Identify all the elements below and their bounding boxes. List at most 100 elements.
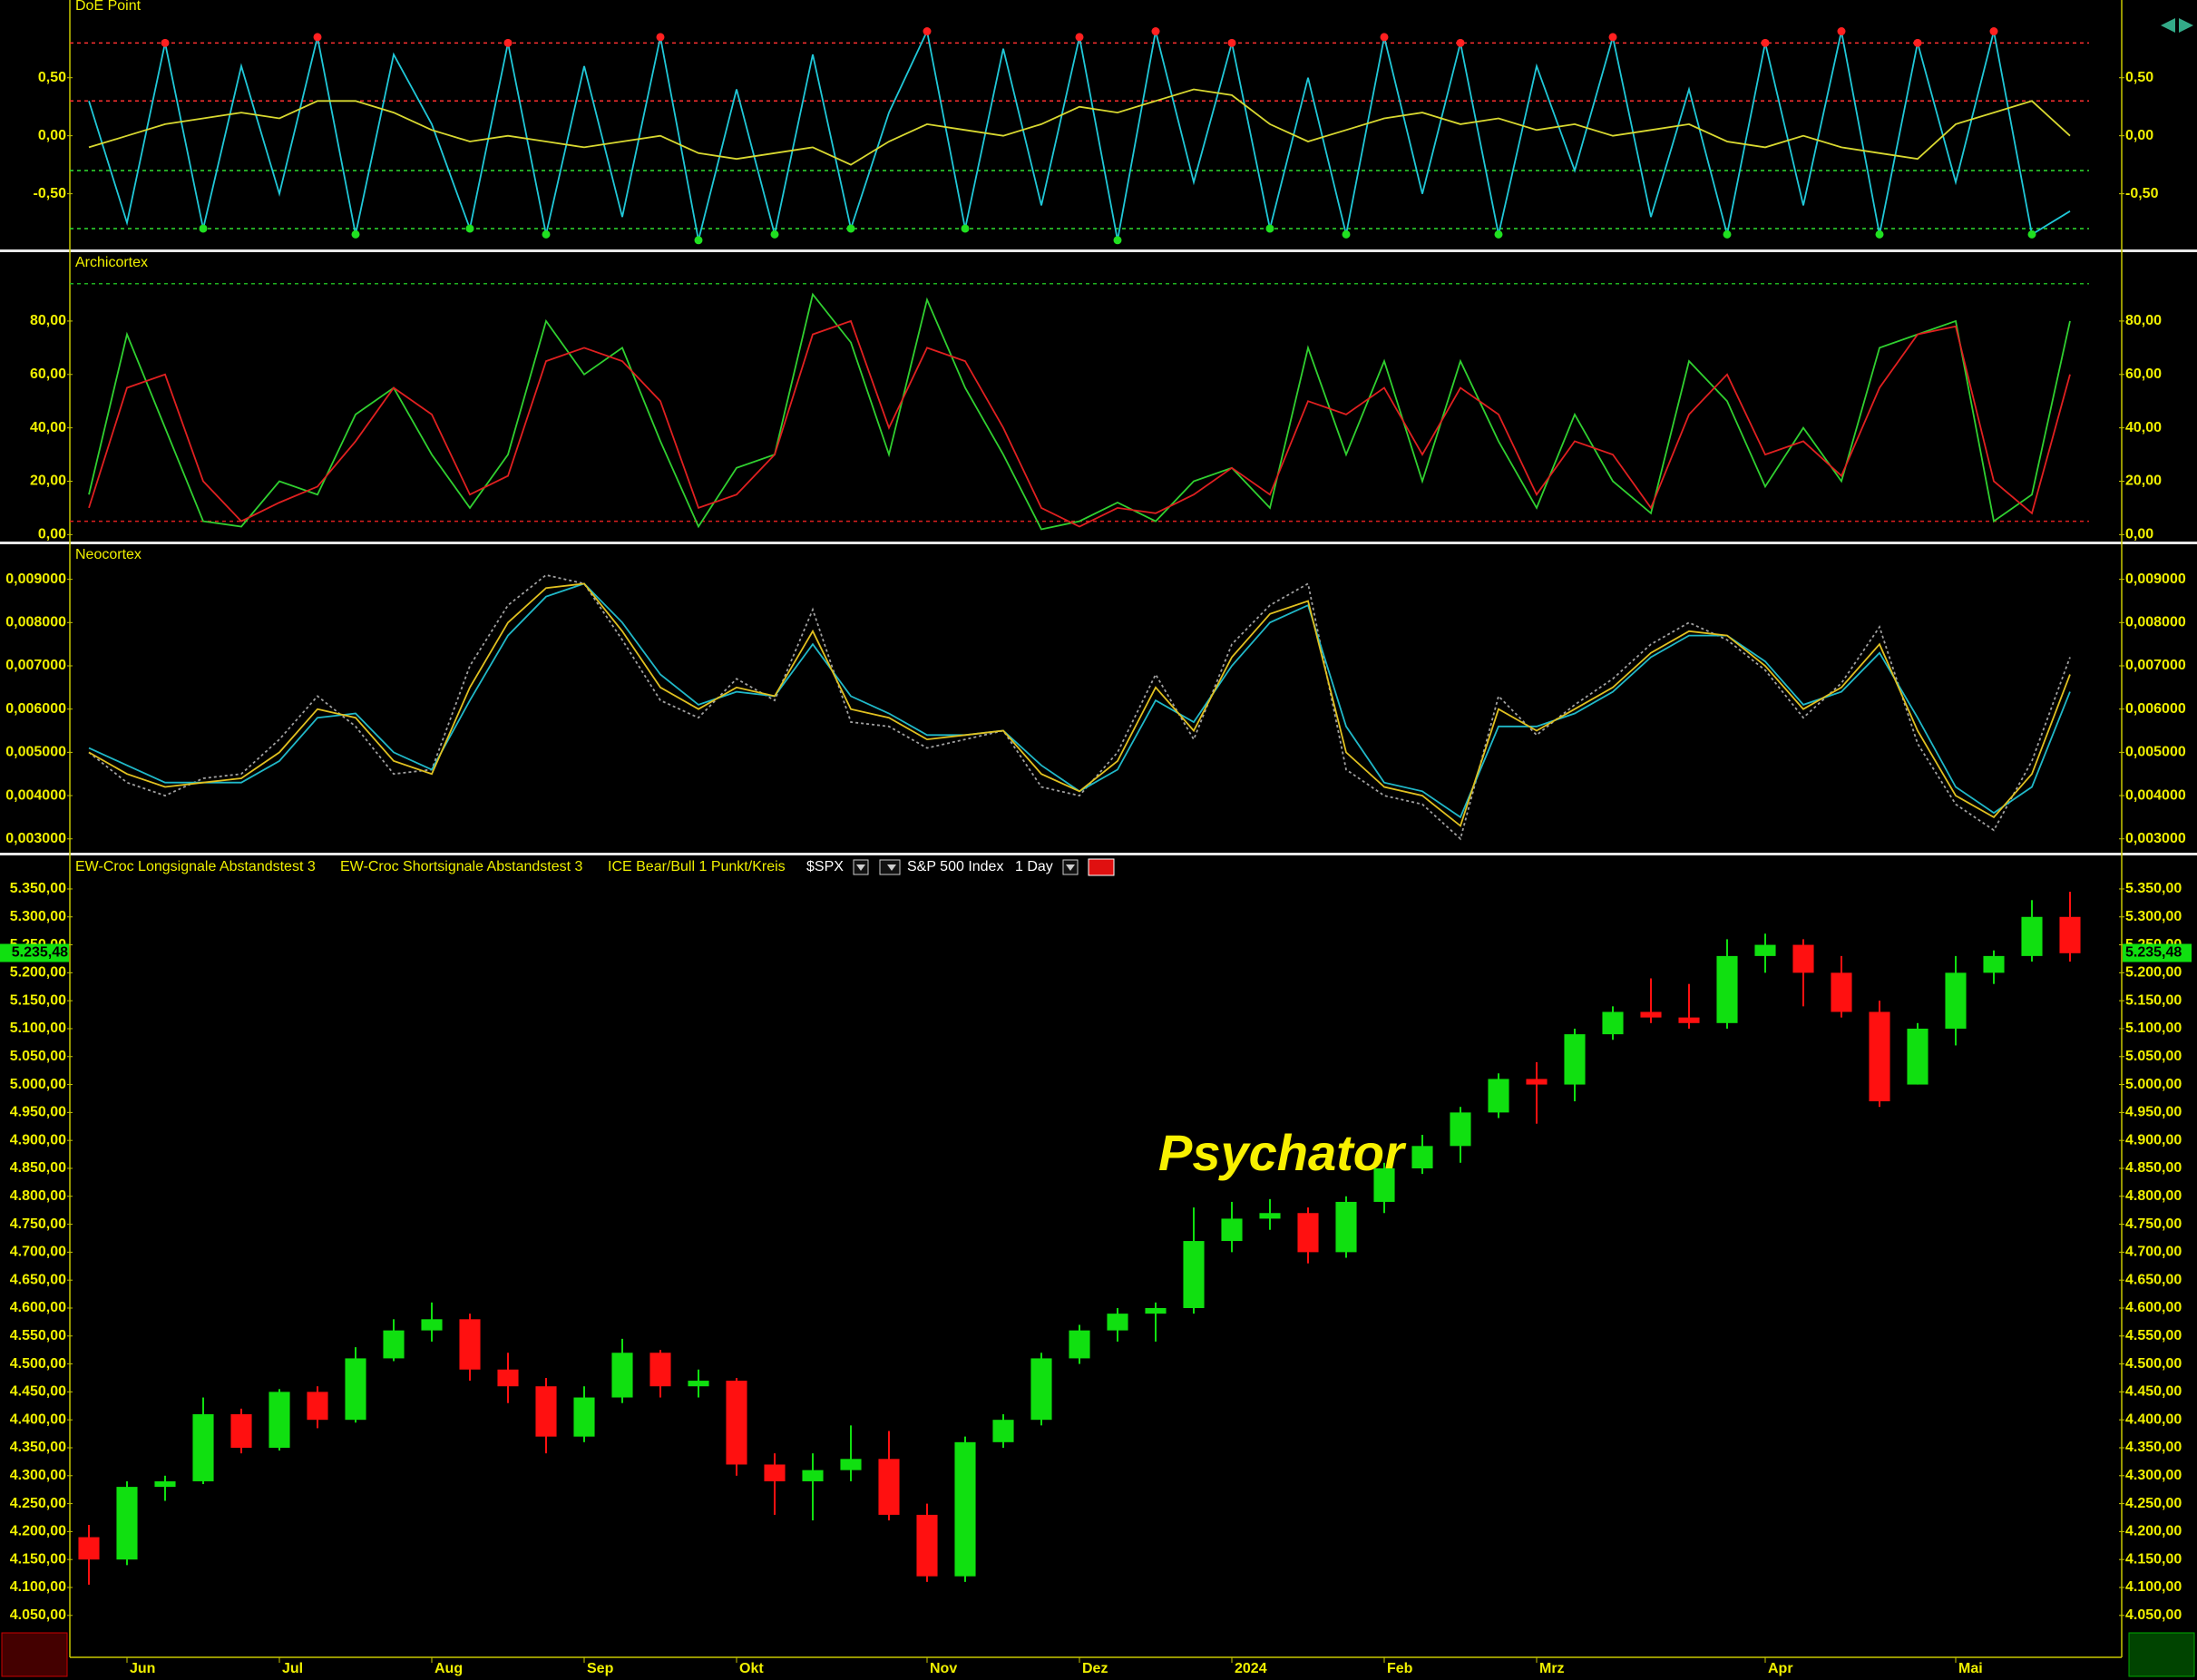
y-tick-label: 4.150,00 xyxy=(2125,1551,2182,1567)
y-tick-label: 5.000,00 xyxy=(2125,1077,2182,1092)
nav-icon[interactable] xyxy=(2161,18,2193,33)
y-tick-label: 4.700,00 xyxy=(10,1245,66,1260)
candle-body xyxy=(307,1392,328,1421)
candle-body xyxy=(459,1319,481,1370)
signal-dot xyxy=(161,38,170,47)
candle-body xyxy=(2021,916,2043,956)
panel-separator xyxy=(0,853,2197,855)
y-tick-label: 4.050,00 xyxy=(2125,1607,2182,1623)
y-tick-label: 4.350,00 xyxy=(10,1440,66,1455)
y-tick-label: 4.800,00 xyxy=(10,1188,66,1204)
candle-body xyxy=(1716,955,1738,1023)
candle-body xyxy=(611,1353,633,1398)
y-tick-label: 5.050,00 xyxy=(10,1049,66,1064)
panel-title: Archicortex xyxy=(75,255,148,270)
x-tick-label: Mrz xyxy=(1539,1661,1565,1676)
signal-dot xyxy=(351,230,360,239)
candle-body xyxy=(1107,1314,1128,1331)
y-tick-label: 5.100,00 xyxy=(2125,1021,2182,1036)
signal-dot xyxy=(1456,38,1465,47)
panel-separator xyxy=(0,542,2197,544)
signal-dot xyxy=(542,230,551,239)
y-tick-label: 4.500,00 xyxy=(10,1356,66,1372)
candle-body xyxy=(1831,972,1852,1012)
signal-dot xyxy=(1875,230,1884,239)
signal-dot xyxy=(656,33,665,42)
y-tick-label: 0,50 xyxy=(38,70,66,85)
y-tick-label: 80,00 xyxy=(30,313,66,328)
y-tick-label: 4.450,00 xyxy=(2125,1384,2182,1400)
alert-button[interactable] xyxy=(1088,858,1115,876)
signal-dot xyxy=(1151,27,1160,36)
y-tick-label: 5.200,00 xyxy=(10,965,66,981)
candle-body xyxy=(1488,1079,1509,1113)
y-tick-label: 60,00 xyxy=(30,366,66,382)
y-tick-label: 5.000,00 xyxy=(10,1077,66,1092)
y-tick-label: 0,006000 xyxy=(2125,701,2186,717)
y-tick-label: 4.950,00 xyxy=(2125,1105,2182,1120)
candle-body xyxy=(192,1414,214,1481)
candle-body xyxy=(1564,1034,1586,1085)
y-tick-label: 4.100,00 xyxy=(10,1579,66,1595)
x-tick-label: Sep xyxy=(587,1661,614,1676)
signal-dot xyxy=(1761,38,1770,47)
signal-dot xyxy=(313,33,322,42)
series-line xyxy=(88,88,2071,166)
candle-body xyxy=(1983,955,2005,973)
candle-body xyxy=(1411,1146,1433,1168)
y-tick-label: 4.550,00 xyxy=(10,1328,66,1343)
signal-dot xyxy=(1342,230,1351,239)
y-tick-label: 4.450,00 xyxy=(10,1384,66,1400)
signal-dot xyxy=(1380,33,1389,42)
status-box xyxy=(2128,1632,2195,1677)
y-tick-label: 5.100,00 xyxy=(10,1021,66,1036)
y-tick-label: 5.200,00 xyxy=(2125,965,2182,981)
y-tick-label: 4.400,00 xyxy=(2125,1411,2182,1427)
y-tick-label: 0,003000 xyxy=(2125,831,2186,846)
series-line xyxy=(88,292,2071,531)
candle-body xyxy=(573,1397,595,1437)
candle-body xyxy=(1869,1011,1890,1102)
y-tick-label: 0,009000 xyxy=(2125,571,2186,587)
y-tick-label: 5.150,00 xyxy=(10,992,66,1008)
y-tick-label: 4.200,00 xyxy=(2125,1524,2182,1539)
candle-body xyxy=(1907,1028,1928,1085)
y-tick-label: 0,005000 xyxy=(5,745,66,760)
candle-body xyxy=(1754,944,1776,956)
y-tick-label: 4.100,00 xyxy=(2125,1579,2182,1595)
dropdown-arrow xyxy=(887,864,896,871)
signal-dot xyxy=(2027,230,2036,239)
candle-body xyxy=(1373,1167,1395,1202)
signal-dot xyxy=(1075,33,1084,42)
candle-body xyxy=(1678,1017,1700,1023)
candle-body xyxy=(1145,1307,1167,1314)
signal-dot xyxy=(923,27,932,36)
x-tick-label: Apr xyxy=(1768,1661,1793,1676)
y-tick-label: 0,008000 xyxy=(2125,615,2186,630)
y-tick-label: 0,00 xyxy=(38,527,66,542)
candle-body xyxy=(1640,1011,1662,1018)
candle-body xyxy=(1183,1241,1205,1308)
candle-body xyxy=(1792,944,1814,973)
y-tick-label: 4.650,00 xyxy=(2125,1272,2182,1287)
panel-title: Neocortex xyxy=(75,547,142,562)
candle-body xyxy=(383,1330,405,1359)
candle-body xyxy=(649,1353,671,1387)
candle-body xyxy=(1259,1213,1281,1219)
x-tick-label: Okt xyxy=(739,1661,764,1676)
last-price-box xyxy=(2123,943,2192,962)
candle-body xyxy=(1335,1201,1357,1253)
last-price-label: 5.235,48 xyxy=(12,945,68,961)
candle-body xyxy=(1602,1011,1624,1035)
y-tick-label: 4.300,00 xyxy=(2125,1468,2182,1483)
candle-body xyxy=(802,1470,824,1481)
candle-body xyxy=(726,1381,747,1465)
instrument-name: S&P 500 Index xyxy=(907,859,1003,874)
series-line xyxy=(88,319,2071,528)
y-tick-label: 4.750,00 xyxy=(2125,1216,2182,1232)
candle-body xyxy=(1945,972,1967,1029)
y-tick-label: 0,007000 xyxy=(5,658,66,673)
candle-body xyxy=(497,1369,519,1387)
y-tick-label: 4.850,00 xyxy=(10,1160,66,1176)
y-tick-label: 5.350,00 xyxy=(10,881,66,896)
